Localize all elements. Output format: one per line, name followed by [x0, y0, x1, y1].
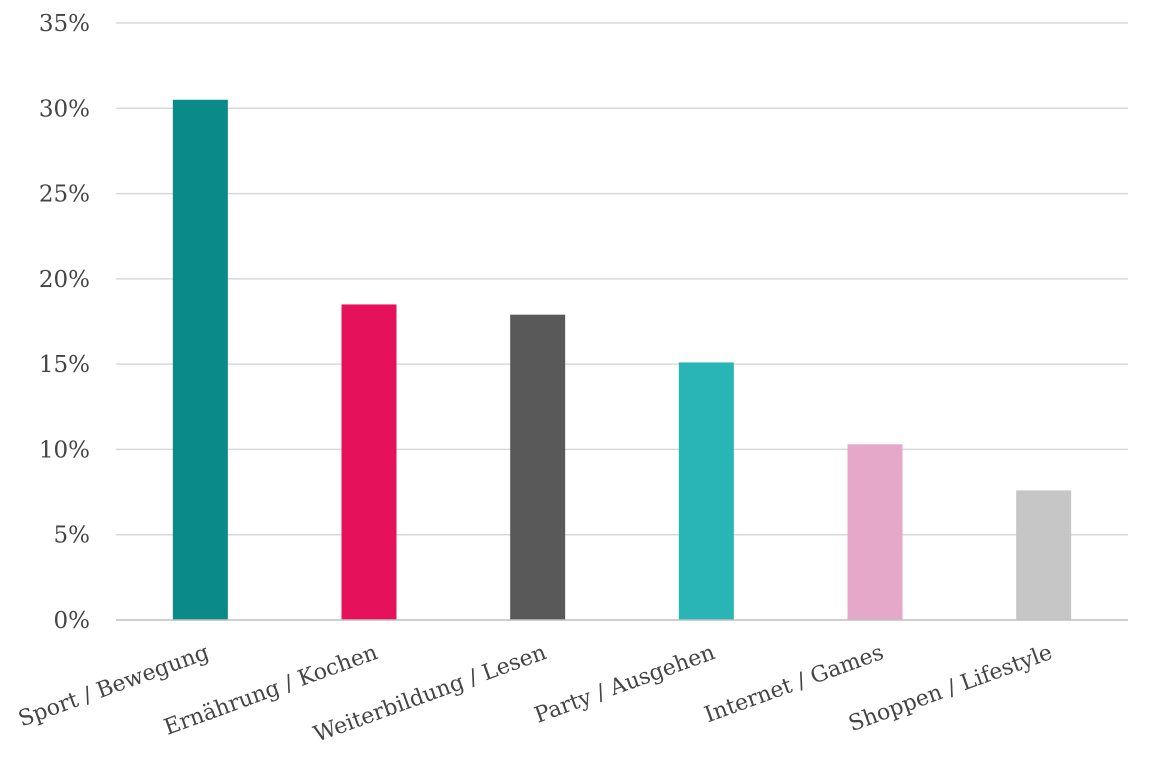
bar-5: [847, 444, 903, 620]
gridlines: [116, 22, 1128, 536]
bar-4: [678, 362, 734, 620]
y-axis-tick-labels: 0% 5% 10% 15% 20% 25% 30% 35%: [39, 11, 90, 634]
bar-2: [341, 304, 397, 620]
y-tick-label: 30%: [39, 96, 90, 122]
y-tick-label: 10%: [39, 437, 90, 463]
y-tick-label: 20%: [39, 267, 90, 293]
y-tick-label: 5%: [54, 523, 91, 549]
bars: [172, 99, 1072, 620]
y-tick-label: 35%: [39, 11, 90, 37]
bar-6: [1016, 490, 1072, 620]
y-tick-label: 25%: [39, 182, 90, 208]
y-tick-label: 15%: [39, 352, 90, 378]
bar-3: [510, 314, 566, 620]
x-category-label: Party / Ausgehen: [531, 640, 718, 728]
bar-1: [172, 99, 228, 620]
y-tick-label: 0%: [54, 608, 91, 634]
